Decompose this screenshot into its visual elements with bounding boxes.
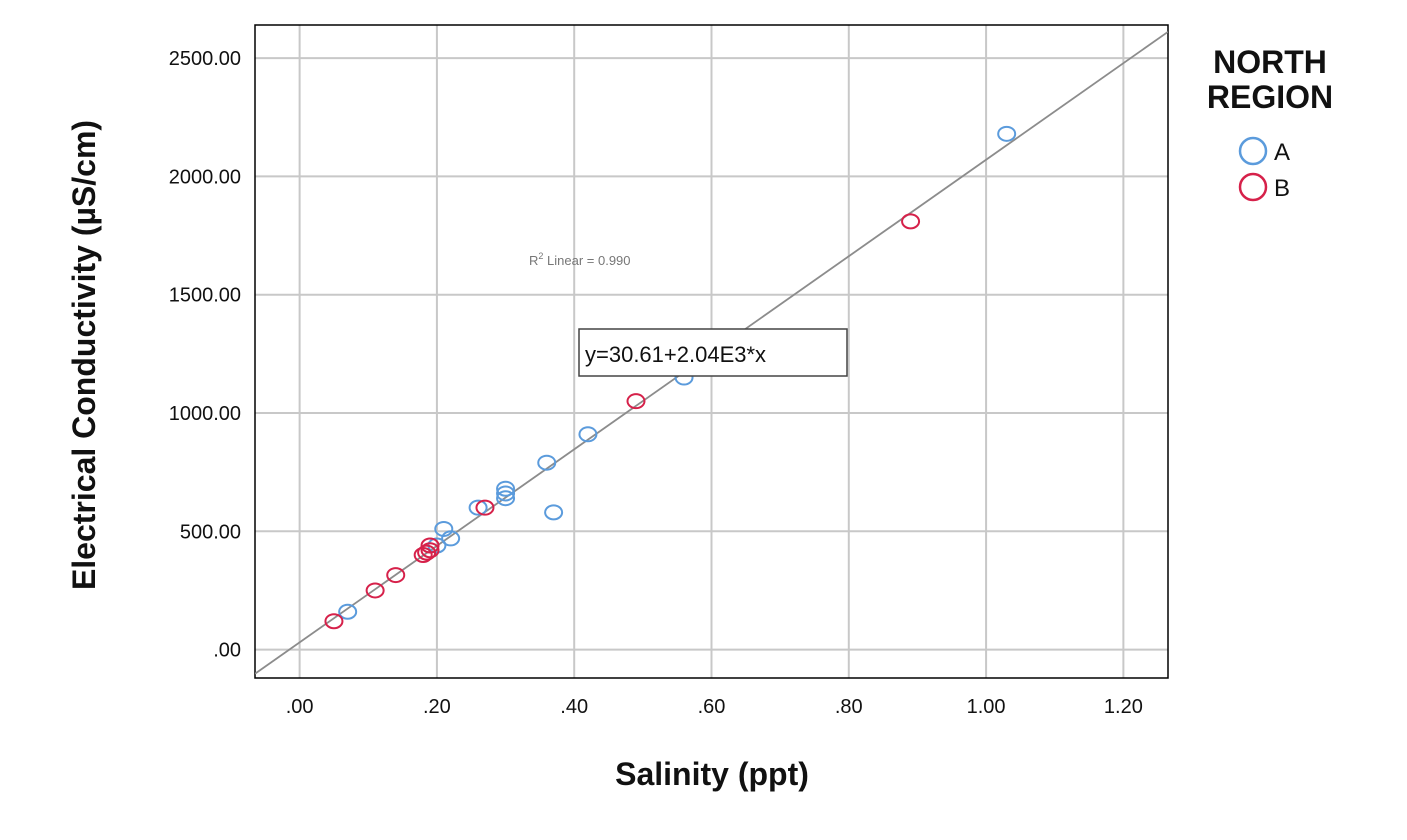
x-axis-title: Salinity (ppt): [615, 756, 809, 792]
x-tick-label: .20: [423, 696, 451, 718]
legend-marker-B: [1238, 172, 1268, 202]
legend-label-B: B: [1274, 175, 1290, 202]
point-series-A: [496, 485, 516, 502]
grid: [255, 25, 1168, 678]
x-tick-label: .60: [698, 696, 726, 718]
point-series-A: [468, 499, 488, 516]
y-tick-label: 500.00: [180, 521, 241, 543]
legend-marker-A: [1238, 136, 1268, 166]
x-tick-label: 1.00: [967, 696, 1006, 718]
legend-title-line1: NORTH: [1213, 44, 1327, 80]
legend-title-line2: REGION: [1207, 79, 1333, 115]
point-series-A: [441, 530, 461, 547]
point-series-A: [578, 426, 598, 443]
y-tick-label: 1000.00: [169, 403, 241, 425]
point-series-B: [475, 499, 495, 516]
y-tick-label: 2500.00: [169, 48, 241, 70]
point-series-B: [365, 582, 385, 599]
point-series-A: [496, 480, 516, 497]
point-series-B: [420, 537, 440, 554]
point-series-A: [544, 504, 564, 521]
point-series-B: [417, 544, 437, 561]
point-series-A: [338, 603, 358, 620]
x-tick-label: .40: [560, 696, 588, 718]
plot-frame: [254, 24, 1169, 679]
y-tick-label: 2000.00: [169, 166, 241, 188]
legend-label-A: A: [1274, 139, 1290, 166]
point-series-B: [386, 567, 406, 584]
x-tick-label: .00: [286, 696, 314, 718]
point-series-B: [626, 393, 646, 410]
point-series-B: [901, 213, 921, 230]
tick-labels: .00 .20 .40 .60 .80 1.00 1.20 .00 500.00 1000.00 1…: [169, 48, 1143, 718]
point-series-A: [537, 454, 557, 471]
point-series-B: [324, 613, 344, 630]
legend-items: AB: [1238, 136, 1290, 202]
point-series-B: [420, 542, 440, 559]
points: [324, 125, 1017, 630]
x-tick-label: 1.20: [1104, 696, 1143, 718]
equation-box: [578, 328, 848, 377]
r2-superscript: 2: [538, 251, 543, 261]
point-series-A: [496, 490, 516, 507]
equation-label: y=30.61+2.04E3*x: [585, 342, 766, 367]
y-tick-label: 1500.00: [169, 285, 241, 307]
y-axis-title: Electrical Conductivity (µS/cm): [66, 120, 102, 590]
r2-annotation: R2 Linear = 0.990: [529, 251, 631, 268]
point-series-A: [997, 125, 1017, 142]
r2-prefix: R: [529, 253, 538, 268]
legend: NORTH REGION AB: [1207, 44, 1333, 202]
r2-suffix: Linear = 0.990: [543, 253, 630, 268]
y-tick-label: .00: [213, 640, 241, 662]
x-tick-label: .80: [835, 696, 863, 718]
